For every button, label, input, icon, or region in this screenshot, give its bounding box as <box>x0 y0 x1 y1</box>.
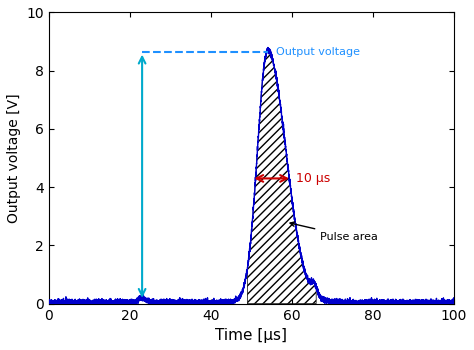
Y-axis label: Output voltage [V]: Output voltage [V] <box>7 93 21 223</box>
Text: Pulse area: Pulse area <box>290 222 378 242</box>
X-axis label: Time [μs]: Time [μs] <box>215 328 287 343</box>
Text: Output voltage: Output voltage <box>276 47 360 57</box>
Text: 10 μs: 10 μs <box>296 172 330 185</box>
